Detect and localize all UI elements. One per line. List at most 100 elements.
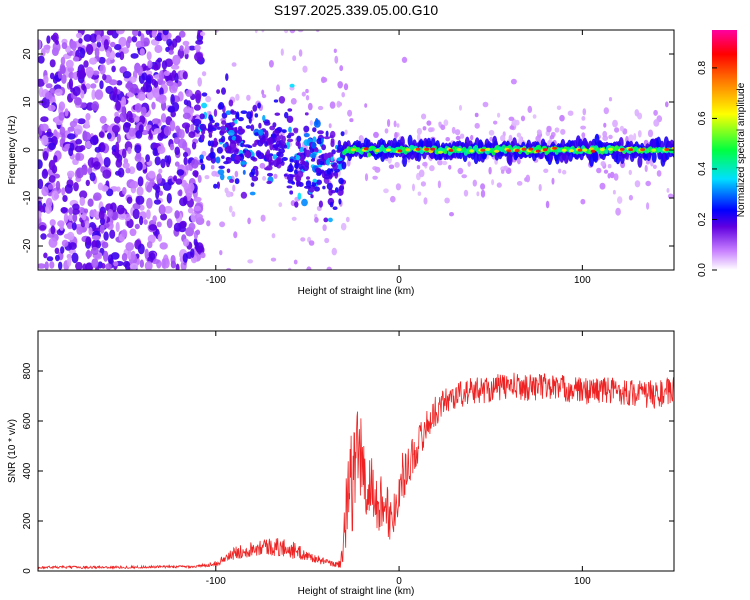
heatmap-cell (136, 161, 143, 171)
heatmap-cell (221, 112, 228, 119)
heatmap-cell (158, 70, 165, 81)
heatmap-cell (451, 126, 456, 134)
heatmap-cell (46, 197, 53, 208)
heatmap-cell (602, 135, 609, 141)
heatmap-cell (525, 174, 531, 183)
heatmap-cell (367, 152, 371, 158)
heatmap-cell (364, 173, 369, 182)
heatmap-cell (295, 161, 299, 170)
heatmap-cell (125, 167, 131, 174)
heatmap-cell (197, 77, 202, 87)
heatmap-cell (537, 144, 542, 150)
heatmap-cell (137, 243, 145, 255)
heatmap-cell (197, 174, 202, 183)
heatmap-cell (182, 112, 191, 120)
heatmap-cell (61, 239, 69, 247)
heatmap-cell (179, 45, 184, 52)
heatmap-cell (493, 120, 498, 125)
heatmap-cell (457, 167, 464, 175)
heatmap-cell (125, 242, 134, 252)
heatmap-cell (162, 30, 169, 36)
heatmap-cell (276, 158, 281, 165)
heatmap-cell (287, 173, 294, 182)
heatmap-cell (107, 30, 114, 36)
snr-y-label: SNR (10 * v/v) (7, 419, 18, 483)
heatmap-cell (558, 168, 562, 174)
heatmap-cell (549, 135, 555, 140)
heatmap-cell (270, 162, 274, 166)
heatmap-cell (233, 160, 240, 165)
colorbar-tick-label: 0.4 (697, 162, 708, 176)
heatmap-cell (257, 102, 261, 109)
heatmap-cell (317, 105, 324, 111)
heatmap-cell (166, 80, 174, 87)
heatmap-cell (94, 30, 102, 37)
heatmap-cell (156, 173, 163, 184)
heatmap-cell (39, 224, 47, 231)
heatmap-cell (270, 257, 277, 262)
heatmap-cell (336, 157, 343, 162)
heatmap-cell (225, 156, 231, 161)
heatmap-cell (151, 79, 157, 86)
heatmap-cell (260, 214, 266, 222)
heatmap-cell (633, 133, 637, 141)
heatmap-cell (146, 51, 152, 61)
heatmap-cell (171, 38, 178, 48)
heatmap-cell (307, 102, 313, 111)
heatmap-cell (128, 166, 136, 175)
y-tick-label: -10 (22, 190, 33, 205)
heatmap-cell (58, 70, 62, 79)
heatmap-cell (102, 169, 112, 179)
heatmap-cell (562, 169, 567, 175)
heatmap-cell (384, 128, 389, 134)
heatmap-cell (210, 165, 215, 170)
heatmap-cell (538, 184, 542, 192)
heatmap-cell (38, 210, 42, 219)
heatmap-cell (221, 155, 225, 160)
heatmap-cell (297, 192, 302, 200)
heatmap-cell (101, 263, 106, 269)
heatmap-cell (200, 163, 206, 171)
heatmap-cell (603, 122, 607, 128)
heatmap-cell (146, 197, 153, 209)
heatmap-cell (304, 112, 309, 116)
y-tick-label: 0 (22, 147, 33, 153)
heatmap-cell (480, 183, 486, 190)
heatmap-cell (316, 30, 320, 33)
heatmap-cell (520, 115, 526, 122)
heatmap-cell (227, 129, 235, 136)
heatmap-cell (216, 146, 223, 154)
heatmap-cell (63, 213, 69, 224)
heatmap-cell (107, 209, 114, 218)
heatmap-cell (43, 44, 51, 50)
heatmap-cell (40, 233, 47, 240)
heatmap-cell (327, 217, 333, 223)
heatmap-cell (89, 135, 99, 146)
heatmap-cell (167, 155, 172, 165)
heatmap-cell (90, 83, 97, 89)
heatmap-cell (284, 111, 289, 119)
heatmap-cell (300, 237, 306, 242)
heatmap-cell (93, 192, 102, 201)
heatmap-cell (290, 98, 297, 105)
colorbar: 0.0 0.2 0.4 0.6 0.8 Normalized spectral ampl… (697, 30, 747, 277)
heatmap-cell (247, 217, 251, 225)
heatmap-cell (41, 135, 49, 146)
heatmap-cell (158, 190, 163, 196)
heatmap-cell (304, 185, 311, 189)
heatmap-cell (249, 191, 256, 196)
heatmap-cell (438, 150, 443, 154)
heatmap-cell (296, 135, 302, 143)
heatmap-cell (85, 113, 91, 121)
heatmap-cell (283, 173, 288, 177)
heatmap-cell (75, 261, 83, 270)
colorbar-tick-label: 0.6 (697, 111, 708, 125)
heatmap-cell (199, 154, 204, 160)
heatmap-cell (340, 222, 347, 231)
heatmap-cell (75, 152, 81, 161)
heatmap-cell (193, 104, 201, 111)
heatmap-cell (163, 205, 173, 214)
heatmap-cell (336, 100, 342, 108)
heatmap-cell (194, 205, 201, 212)
heatmap-cell (137, 65, 144, 77)
